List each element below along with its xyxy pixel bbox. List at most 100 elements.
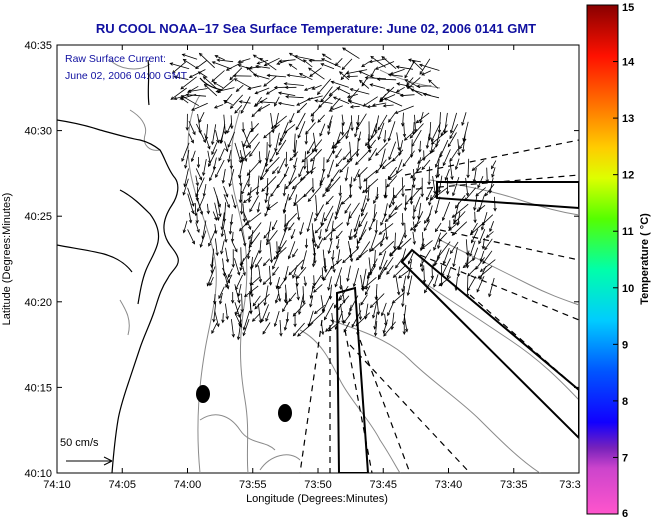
current-vector-head xyxy=(293,323,297,328)
current-vector-head xyxy=(346,222,350,227)
current-vector-head xyxy=(199,211,204,216)
current-vector xyxy=(405,195,413,205)
current-vector xyxy=(337,249,341,264)
current-vector-head xyxy=(396,291,401,296)
current-vector-head xyxy=(218,213,222,218)
current-vector-head xyxy=(419,119,423,124)
current-vector xyxy=(199,53,215,69)
current-vector xyxy=(426,186,434,201)
current-vector-head xyxy=(313,243,318,248)
current-vector xyxy=(431,139,441,153)
current-vector-head xyxy=(237,299,241,304)
current-vector xyxy=(217,59,234,63)
current-vector xyxy=(239,175,242,186)
current-vector-head xyxy=(287,255,292,260)
current-vector xyxy=(299,73,313,81)
current-vector xyxy=(452,221,468,236)
current-vector-head xyxy=(237,293,241,297)
current-vector xyxy=(413,122,415,135)
current-vector xyxy=(321,321,324,335)
current-vector-head xyxy=(349,88,354,92)
current-vector xyxy=(354,220,361,239)
current-vector-head xyxy=(283,82,288,86)
current-vector xyxy=(384,223,388,240)
current-vector-head xyxy=(298,173,302,178)
current-vector xyxy=(449,148,459,162)
current-vector xyxy=(461,112,467,126)
current-vector xyxy=(234,258,240,276)
x-tick-label: 73:55 xyxy=(239,479,267,491)
current-vector xyxy=(215,55,225,61)
current-vector xyxy=(395,203,403,210)
current-vector-head xyxy=(358,223,363,228)
current-vector xyxy=(244,285,259,297)
current-vector xyxy=(413,196,421,213)
current-vector-head xyxy=(228,230,233,235)
current-vector xyxy=(465,177,469,196)
current-vector-head xyxy=(334,62,339,67)
current-vector xyxy=(424,213,432,224)
current-vector xyxy=(293,194,306,206)
current-vector xyxy=(196,123,206,143)
current-vector-head xyxy=(356,332,360,336)
current-vector xyxy=(475,187,486,197)
current-vector-head xyxy=(234,248,238,253)
current-vector xyxy=(342,248,359,263)
current-vector-head xyxy=(270,125,275,129)
current-vector-head xyxy=(215,89,220,93)
current-vector xyxy=(238,58,251,63)
current-vector xyxy=(225,276,229,289)
scale-arrow xyxy=(66,456,113,466)
current-vector-head xyxy=(183,183,187,188)
current-vector-head xyxy=(465,264,470,269)
colorbar-tick-label: 6 xyxy=(622,508,628,519)
current-vector xyxy=(279,319,282,336)
current-vector xyxy=(392,292,405,304)
x-tick-label: 73:40 xyxy=(435,479,463,491)
current-vector xyxy=(267,201,278,211)
current-vector xyxy=(218,148,225,161)
current-vector-head xyxy=(235,88,240,92)
current-vector xyxy=(357,114,360,125)
current-vector xyxy=(327,159,334,178)
current-vector-head xyxy=(437,129,442,134)
x-tick-label: 74:10 xyxy=(43,479,71,491)
current-vector xyxy=(265,156,280,172)
current-vector xyxy=(284,265,289,281)
current-vector xyxy=(344,203,352,214)
current-vector-head xyxy=(171,70,176,74)
current-vector-head xyxy=(202,76,207,80)
current-vector-head xyxy=(303,165,307,170)
current-vector-head xyxy=(231,264,235,268)
current-vector xyxy=(353,267,359,287)
current-vector xyxy=(304,151,306,169)
current-vector xyxy=(489,221,494,232)
current-vector xyxy=(322,183,332,197)
current-vector-head xyxy=(336,306,341,311)
current-vector-head xyxy=(314,229,319,234)
current-vector-head xyxy=(371,103,376,107)
current-vector xyxy=(465,239,468,256)
current-vector xyxy=(222,258,225,277)
current-vector xyxy=(319,177,325,186)
current-vector-head xyxy=(421,245,425,250)
current-vector xyxy=(288,241,296,259)
current-vector xyxy=(239,311,242,326)
current-vector-head xyxy=(266,73,271,78)
current-vector xyxy=(410,221,421,231)
current-vector xyxy=(218,286,225,299)
current-vector-head xyxy=(387,312,391,317)
current-vector xyxy=(367,185,370,202)
current-vector xyxy=(380,213,387,226)
current-vector xyxy=(484,238,493,251)
current-vector-head xyxy=(310,158,314,162)
current-vector xyxy=(322,295,331,312)
current-vector-head xyxy=(195,182,199,187)
current-vector-head xyxy=(383,139,387,143)
current-vector xyxy=(474,194,478,211)
current-vector xyxy=(211,322,218,334)
current-vector-head xyxy=(292,275,296,279)
current-vector-head xyxy=(249,266,254,271)
current-vector-head xyxy=(434,228,439,233)
current-vector xyxy=(372,102,387,106)
